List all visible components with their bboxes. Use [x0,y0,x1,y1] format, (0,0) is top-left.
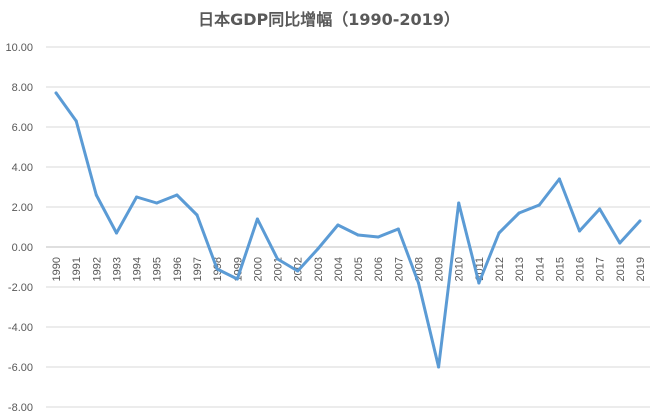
y-tick-label: -2.00 [8,282,33,294]
x-tick-label: 2013 [514,257,526,281]
data-point [336,223,340,227]
data-point [155,201,159,205]
data-point [376,235,380,239]
x-tick-label: 1991 [71,257,83,281]
x-axis-ticks: 1990 1991 1992 1993 1994 1995 1996 1997 1998 1999… [51,257,647,281]
data-point [537,203,541,207]
x-tick-label: 2019 [635,257,647,281]
series-layer [54,91,642,369]
x-tick-label: 2018 [615,257,627,281]
y-tick-label: 4.00 [12,162,33,174]
x-tick-label: 2016 [575,257,587,281]
x-tick-label: 1996 [172,257,184,281]
y-tick-label: -8.00 [8,402,33,414]
x-tick-label: 1997 [192,257,204,281]
data-point [74,119,78,123]
series-line [54,91,642,369]
x-tick-label: 2010 [454,257,466,281]
x-tick-label: 2015 [554,257,566,281]
data-point [638,219,642,223]
x-tick-label: 2009 [434,257,446,281]
grid-layer [46,46,650,408]
data-point [437,365,441,369]
data-point [477,281,481,285]
x-tick-label: 2003 [313,257,325,281]
data-point [235,277,239,281]
y-tick-label: 8.00 [12,82,33,94]
x-tick-label: 2005 [353,257,365,281]
data-point [276,257,280,261]
data-point [94,193,98,197]
data-point [215,267,219,271]
x-tick-label: 2006 [373,257,385,281]
data-point [316,247,320,251]
data-point [54,91,58,95]
data-point [356,233,360,237]
x-tick-label: 2000 [252,257,264,281]
data-point [296,269,300,273]
x-tick-label: 1990 [51,257,63,281]
data-point [114,231,118,235]
data-point [195,213,199,217]
data-point [457,201,461,205]
x-tick-label: 2007 [393,257,405,281]
chart-title: 日本GDP同比增幅（1990-2019） [198,10,460,29]
data-point [598,207,602,211]
data-point [396,227,400,231]
x-tick-label: 2017 [595,257,607,281]
data-point [416,281,420,285]
x-tick-label: 2012 [494,257,506,281]
data-point [175,193,179,197]
y-tick-label: 10.00 [5,42,33,54]
data-point [497,231,501,235]
y-tick-label: 6.00 [12,122,33,134]
data-point [135,195,139,199]
y-tick-label: 0.00 [12,242,33,254]
y-tick-label: -4.00 [8,322,33,334]
x-tick-label: 1993 [111,257,123,281]
x-tick-label: 1995 [152,257,164,281]
y-tick-label: -6.00 [8,362,33,374]
data-point [557,177,561,181]
data-point [255,217,259,221]
data-point [618,241,622,245]
data-point [578,229,582,233]
x-tick-label: 2014 [534,257,546,281]
x-tick-label: 2004 [333,257,345,281]
x-tick-label: 1992 [91,257,103,281]
data-point [517,211,521,215]
y-axis-ticks: 10.00 8.00 6.00 4.00 2.00 0.00 -2.00 -4.00 -6.00… [5,42,33,414]
x-tick-label: 1994 [132,257,144,281]
y-tick-label: 2.00 [12,202,33,214]
